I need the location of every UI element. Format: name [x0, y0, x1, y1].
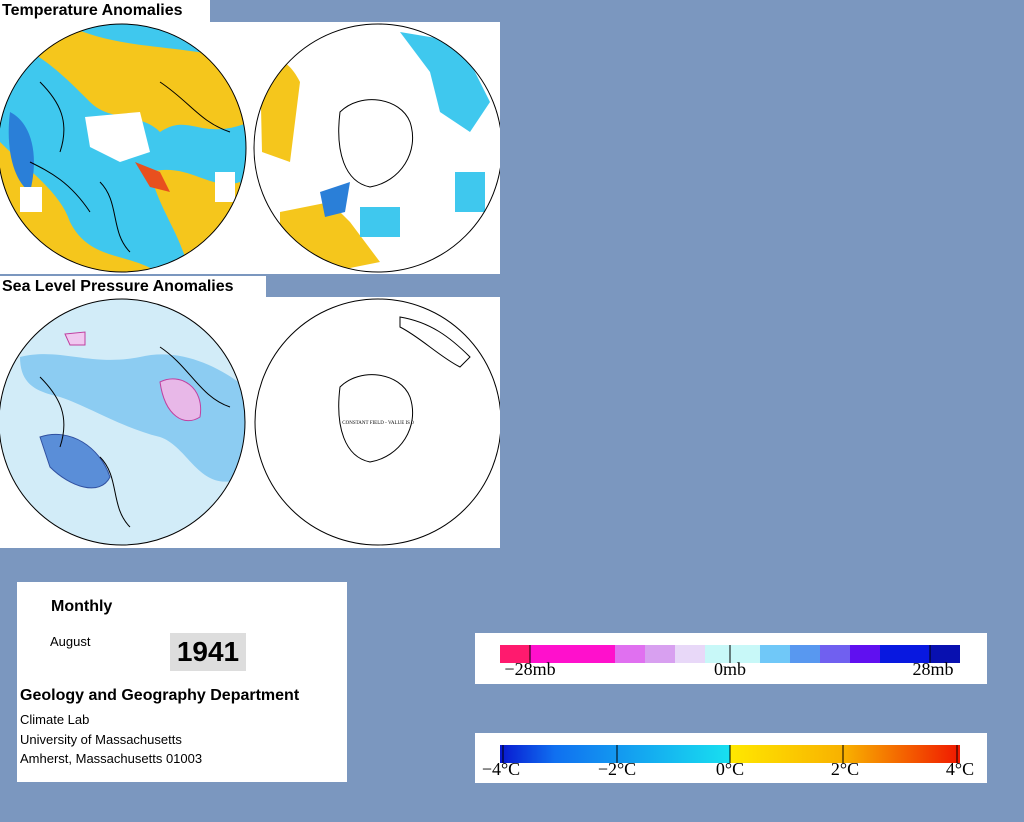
legend-label: 4°C — [945, 759, 975, 779]
north-pressure-map — [0, 299, 245, 545]
temperature-legend: −4°C −2°C 0°C 2°C 4°C — [475, 733, 987, 783]
temperature-maps — [0, 22, 500, 274]
constant-field-note: CONSTANT FIELD - VALUE IS 0 — [342, 421, 414, 426]
address-line: Amherst, Massachusetts 01003 — [20, 751, 203, 766]
legend-label: −28mb — [504, 659, 556, 679]
legend-label: 2°C — [830, 759, 860, 779]
legend-label: 0mb — [713, 659, 747, 679]
legend-label: −2°C — [597, 759, 637, 779]
pressure-colorbar — [500, 645, 960, 663]
year: 1941 — [170, 633, 246, 671]
legend-label: 0°C — [715, 759, 745, 779]
address-line: University of Massachusetts — [20, 732, 182, 747]
legend-label: 28mb — [912, 659, 954, 679]
south-pressure-map — [254, 298, 500, 546]
pressure-legend: −28mb 0mb 28mb — [475, 633, 987, 684]
period: Monthly — [51, 598, 113, 615]
address-line: Climate Lab — [20, 712, 90, 727]
north-hemisphere-map — [0, 24, 246, 272]
department: Geology and Geography Department — [20, 687, 300, 704]
info-box: Monthly August 1941 Geology and Geograph… — [17, 582, 347, 782]
pressure-maps: CONSTANT FIELD - VALUE IS 0 — [0, 297, 500, 548]
legend-label: −4°C — [481, 759, 521, 779]
south-hemisphere-map — [254, 24, 500, 272]
month: August — [50, 634, 91, 649]
temperature-colorbar — [500, 745, 960, 763]
panel-title: Temperature Anomalies — [0, 0, 210, 22]
panel-title: Sea Level Pressure Anomalies — [0, 276, 266, 298]
